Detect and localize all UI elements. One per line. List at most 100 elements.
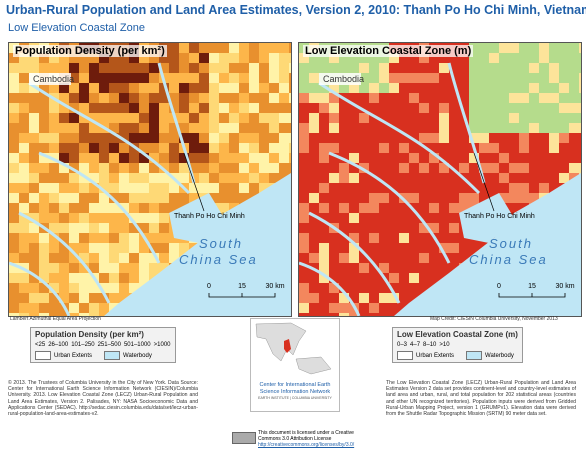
map-cell <box>379 173 389 183</box>
map-cell <box>159 223 169 233</box>
map-cell <box>469 113 479 123</box>
map-cell <box>59 223 69 233</box>
map-cell <box>89 93 99 103</box>
map-cell <box>409 113 419 123</box>
map-cell <box>119 193 129 203</box>
map-cell <box>529 113 539 123</box>
map-cell <box>59 123 69 133</box>
locator-map <box>251 319 339 377</box>
map-cell <box>89 63 99 73</box>
map-cell <box>109 163 119 173</box>
map-cell <box>9 133 19 143</box>
map-cell <box>179 173 189 183</box>
map-cell <box>349 173 359 183</box>
map-cell <box>89 203 99 213</box>
map-cell <box>89 233 99 243</box>
map-cell <box>419 243 429 253</box>
map-cell <box>99 63 109 73</box>
sea <box>104 173 291 316</box>
map-cell <box>229 83 239 93</box>
map-cell <box>339 233 349 243</box>
map-cell <box>59 83 69 93</box>
map-cell <box>539 163 549 173</box>
map-cell <box>159 203 169 213</box>
map-cell <box>439 203 449 213</box>
map-cell <box>329 183 339 193</box>
map-cell <box>309 83 319 93</box>
map-cell <box>319 93 329 103</box>
map-cell <box>49 263 59 273</box>
map-cell <box>129 223 139 233</box>
map-cell <box>519 163 529 173</box>
map-cell <box>499 103 509 113</box>
map-cell <box>29 53 39 63</box>
map-cell <box>409 143 419 153</box>
map-cell <box>249 53 259 63</box>
map-cell <box>329 303 339 313</box>
map-cell <box>209 93 219 103</box>
map-cell <box>29 293 39 303</box>
map-cell <box>159 253 169 263</box>
map-cell <box>579 53 586 63</box>
map-cell <box>529 153 539 163</box>
map-cell <box>119 223 129 233</box>
map-cell <box>149 223 159 233</box>
map-cell <box>99 263 109 273</box>
map-cell <box>39 233 49 243</box>
map-cell <box>389 163 399 173</box>
map-cell <box>399 253 409 263</box>
map-cell <box>509 103 519 113</box>
map-cell <box>379 303 389 313</box>
map-cell <box>239 133 249 143</box>
map-cell <box>399 273 409 283</box>
map-cell <box>519 183 529 193</box>
map-cell <box>339 213 349 223</box>
map-cell <box>199 123 209 133</box>
map-cell <box>579 83 586 93</box>
map-cell <box>329 123 339 133</box>
map-cell <box>359 263 369 273</box>
map-cell <box>539 153 549 163</box>
map-cell <box>299 173 309 183</box>
map-cell <box>39 213 49 223</box>
legend-title: Low Elevation Coastal Zone (m) <box>397 330 518 339</box>
map-cell <box>89 293 99 303</box>
map-cell <box>439 53 449 63</box>
map-cell <box>479 143 489 153</box>
map-cell <box>259 163 269 173</box>
map-cell <box>149 123 159 133</box>
map-panel: Cambodia Thanh Po Ho Chi Minh South China S… <box>8 42 299 323</box>
map-cell <box>369 83 379 93</box>
map-cell <box>59 203 69 213</box>
map-cell <box>569 63 579 73</box>
map-cell <box>269 43 279 53</box>
map-cell <box>9 53 19 63</box>
map-cell <box>339 83 349 93</box>
map-cell <box>29 133 39 143</box>
map-cell <box>169 243 179 253</box>
map-cell <box>109 63 119 73</box>
map-cell <box>479 93 489 103</box>
map-cell <box>139 223 149 233</box>
map-cell <box>399 213 409 223</box>
map-cell <box>269 143 279 153</box>
map-cell <box>369 153 379 163</box>
scale-label: 30 km <box>555 283 574 290</box>
map-cell <box>179 73 189 83</box>
map-cell <box>89 253 99 263</box>
map-cell <box>359 213 369 223</box>
map-cell <box>499 53 509 63</box>
map-cell <box>79 133 89 143</box>
map-cell <box>309 293 319 303</box>
map-cell <box>339 303 349 313</box>
map-cell <box>269 83 279 93</box>
map-cell <box>309 243 319 253</box>
map-cell <box>139 163 149 173</box>
map-cell <box>559 143 569 153</box>
map-cell <box>289 73 299 83</box>
map-cell <box>299 243 309 253</box>
map-cell <box>429 133 439 143</box>
map-cell <box>279 163 289 173</box>
license-url[interactable]: http://creativecommons.org/licenses/by/3… <box>258 442 355 448</box>
map-cell <box>139 83 149 93</box>
